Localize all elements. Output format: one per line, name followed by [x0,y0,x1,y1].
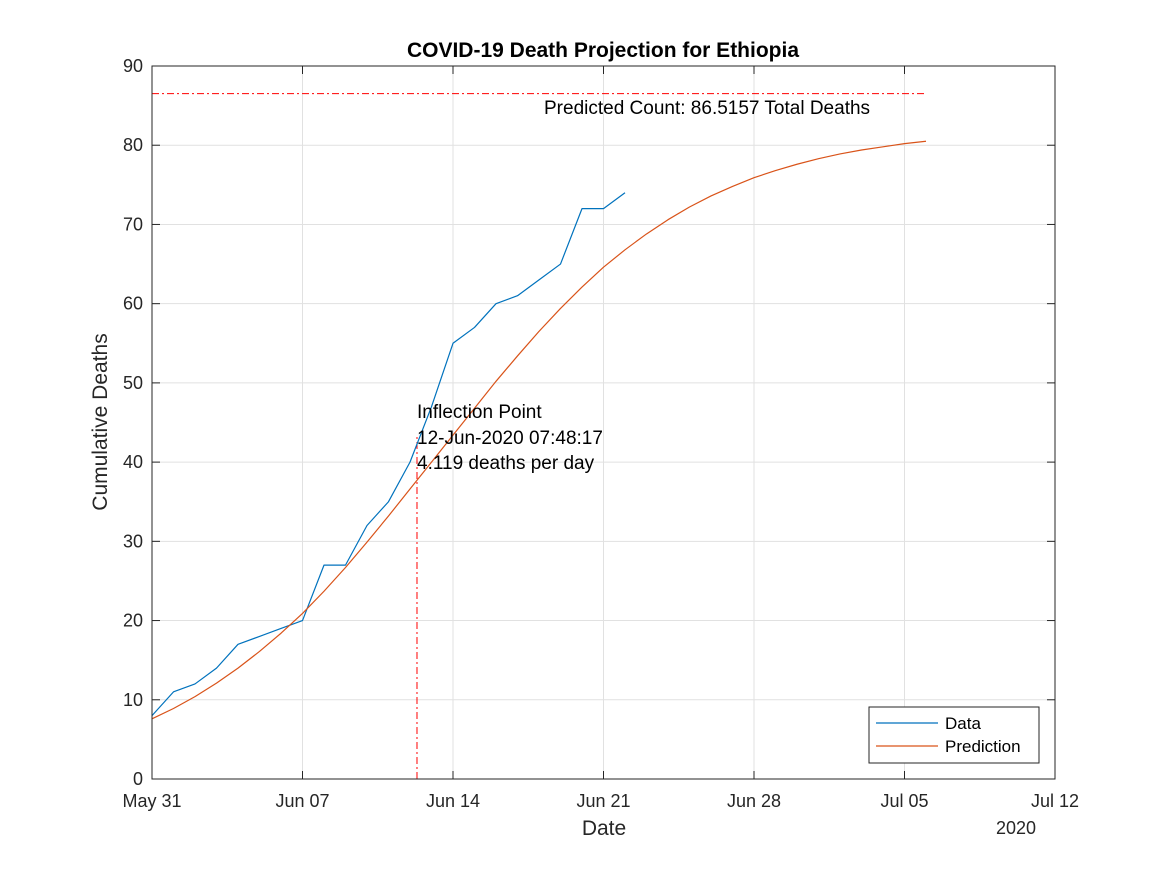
chart-title: COVID-19 Death Projection for Ethiopia [407,39,799,62]
x-tick-label: Jun 14 [426,791,480,811]
x-axis-label: Date [582,817,626,840]
inflection-point-time: 12-Jun-2020 07:48:17 [417,428,603,449]
x-tick-label: Jul 12 [1031,791,1079,811]
inflection-point-title: Inflection Point [417,402,542,423]
series-line-prediction [151,140,927,720]
y-tick-label: 40 [123,452,143,472]
y-tick-label: 90 [123,56,143,76]
inflection-point-rate: 4.119 deaths per day [417,453,595,474]
y-tick-label: 20 [123,611,143,631]
predicted-count-annotation: Predicted Count: 86.5157 Total Deaths [544,98,870,119]
x-tick-label: Jun 07 [275,791,329,811]
x-axis-year-label: 2020 [996,818,1036,838]
reference-lines [152,93,926,779]
series-group [151,140,927,720]
x-tick-label: May 31 [122,791,181,811]
tick-labels: May 31 Jun 07 Jun 14 Jun 21 Jun 28 Jul 05 Jul … [122,56,1079,811]
ticks [151,65,1056,780]
y-tick-label: 80 [123,135,143,155]
series-line-data [151,192,626,717]
x-tick-label: Jul 05 [880,791,928,811]
legend-data-label: Data [945,714,981,733]
legend: Data Prediction [868,706,1040,764]
y-tick-label: 70 [123,214,143,234]
y-tick-label: 10 [123,690,143,710]
y-tick-label: 0 [133,769,143,789]
y-tick-label: 30 [123,531,143,551]
legend-box [868,706,1040,764]
x-tick-label: Jun 28 [727,791,781,811]
y-tick-label: 50 [123,373,143,393]
legend-prediction-label: Prediction [945,737,1021,756]
y-axis-label: Cumulative Deaths [89,333,112,510]
y-tick-label: 60 [123,294,143,314]
x-tick-label: Jun 21 [576,791,630,811]
